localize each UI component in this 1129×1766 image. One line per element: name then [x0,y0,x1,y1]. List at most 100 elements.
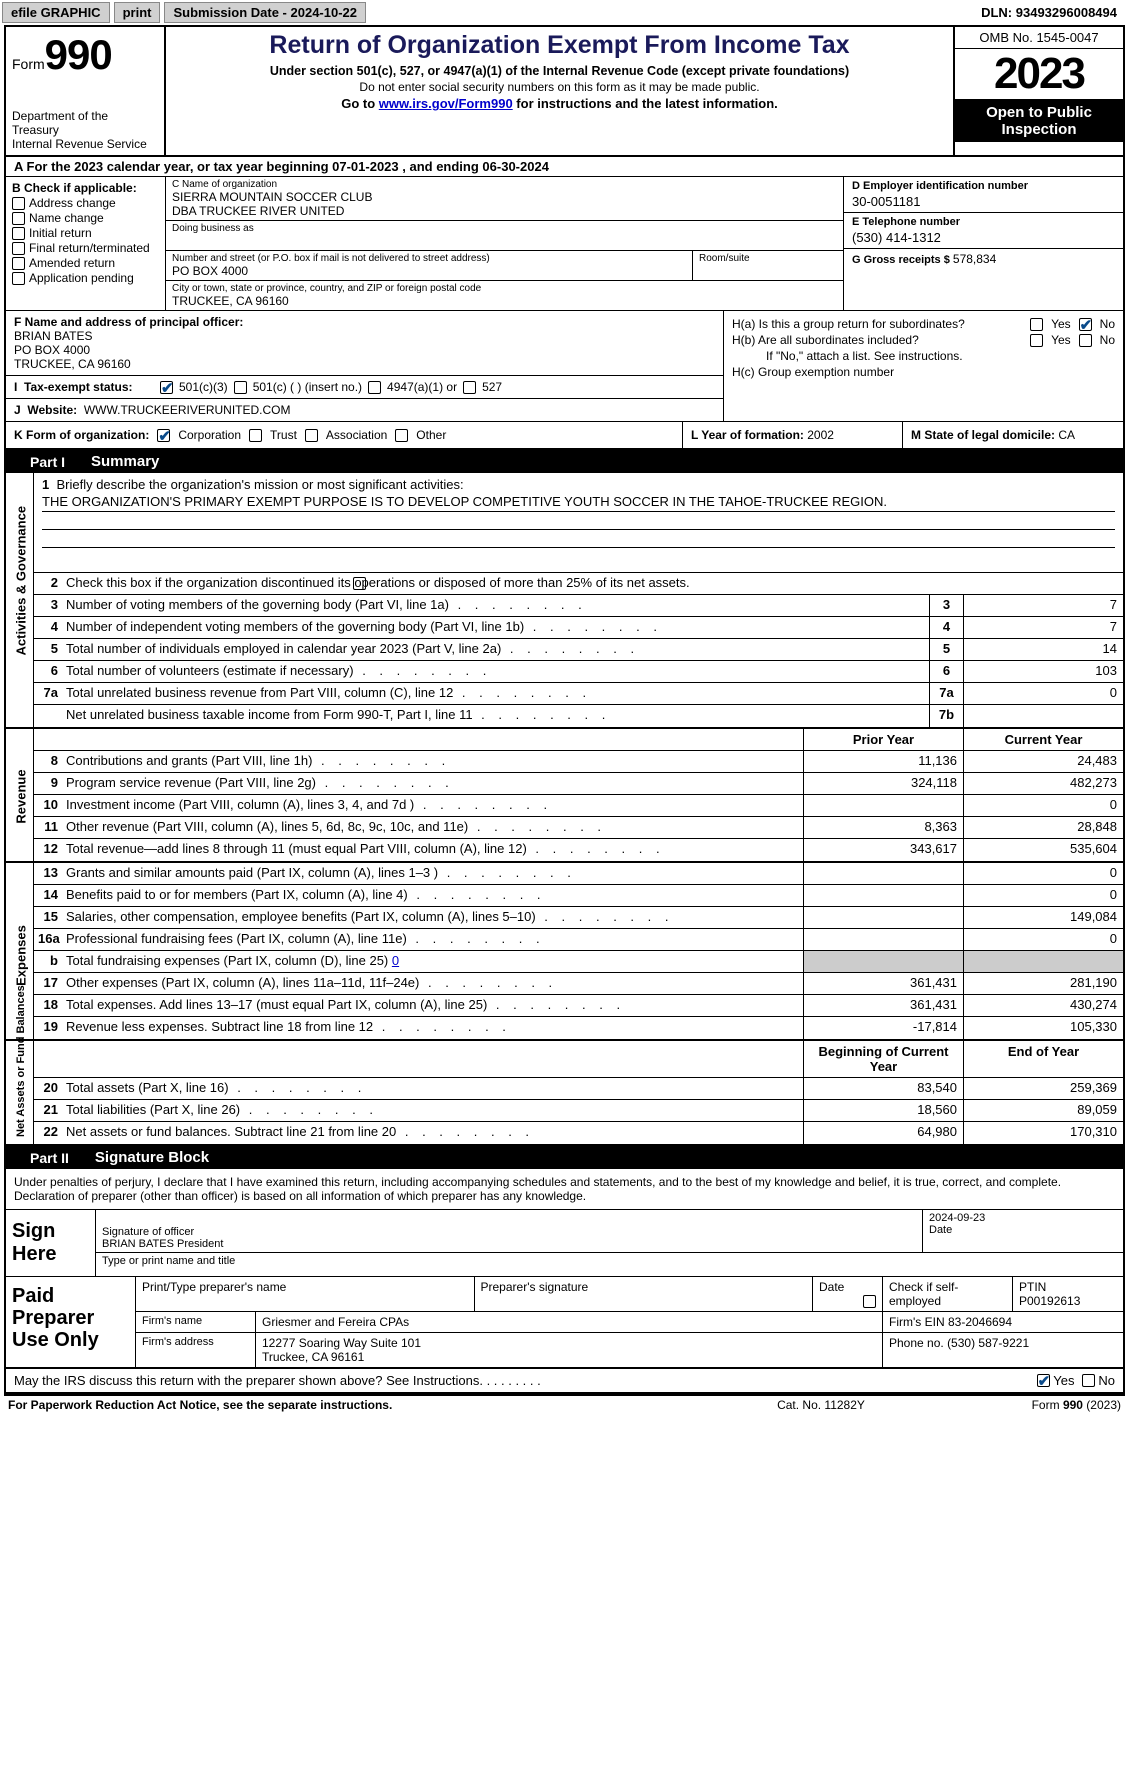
website-label: Website: [27,403,77,417]
selfemp-checkbox[interactable] [863,1295,876,1308]
vtab-rev-label: Revenue [14,732,29,862]
efile-button[interactable]: efile GRAPHIC [2,2,110,23]
form-990: 990 [45,31,112,78]
line-desc: Program service revenue (Part VIII, line… [62,773,803,794]
footer-form-suf: (2023) [1083,1398,1121,1412]
amt-prior: 324,118 [803,773,963,794]
line-desc: Number of independent voting members of … [62,617,929,638]
chk-amended-return[interactable]: Amended return [12,256,159,270]
section-revenue: Revenue Prior Year Current Year 8 Contri… [6,729,1123,863]
preparer-right: Print/Type preparer's name Preparer's si… [136,1277,1123,1367]
sig-date-label: Date [929,1224,1117,1236]
line-num: 4 [34,617,62,638]
website-value: WWW.TRUCKEERIVERUNITED.COM [84,403,291,417]
chk-501c3[interactable] [160,381,173,394]
discuss-no-chk[interactable] [1082,1374,1095,1387]
line-box: 7b [929,705,963,727]
col-b-checkboxes: B Check if applicable: Address change Na… [6,177,166,310]
h-a-label: H(a) Is this a group return for subordin… [732,317,1030,331]
line-amt: 103 [963,661,1123,682]
line-num: 21 [34,1100,62,1121]
print-button[interactable]: print [114,2,161,23]
line-num: 14 [34,885,62,906]
sig-row-1: Signature of officer BRIAN BATES Preside… [96,1210,1123,1253]
firm-ein-label: Firm's EIN [889,1315,945,1329]
line-amt: 0 [963,683,1123,704]
hdr-spacer [34,1041,803,1077]
h-b-no[interactable] [1079,334,1092,347]
officer-label: F Name and address of principal officer: [14,315,715,329]
discuss-yes-chk[interactable] [1037,1374,1050,1387]
link-prefix: Go to [341,96,379,111]
checkbox-icon [12,227,25,240]
summary-line: 18 Total expenses. Add lines 13–17 (must… [34,995,1123,1017]
chk-501c[interactable] [234,381,247,394]
summary-line: 22 Net assets or fund balances. Subtract… [34,1122,1123,1144]
firm-addr1: 12277 Soaring Way Suite 101 [262,1336,876,1350]
h-c-label: H(c) Group exemption number [732,365,1115,379]
dln: DLN: 93493296008494 [981,5,1127,20]
chk-assoc[interactable] [305,429,318,442]
discuss-row: May the IRS discuss this return with the… [6,1369,1123,1394]
chk-other[interactable] [395,429,408,442]
gross-cell: G Gross receipts $ 578,834 [844,249,1123,310]
ein-value: 30-0051181 [852,194,1115,209]
klm-row: K Form of organization: Corporation Trus… [6,422,1123,450]
prep-sig-label: Preparer's signature [475,1277,814,1311]
sig-intro: Under penalties of perjury, I declare th… [6,1169,1123,1210]
chk-address-change[interactable]: Address change [12,196,159,210]
h-a-no[interactable] [1079,318,1092,331]
ptin-value: P00192613 [1019,1294,1117,1308]
page-footer: For Paperwork Reduction Act Notice, see … [0,1396,1129,1414]
chk-label: Name change [29,211,104,225]
form-number: Form990 [12,31,158,79]
h-b-yes[interactable] [1030,334,1043,347]
summary-line: 3 Number of voting members of the govern… [34,595,1123,617]
org-name-cell: C Name of organization SIERRA MOUNTAIN S… [166,177,843,221]
irs-link[interactable]: www.irs.gov/Form990 [379,96,513,111]
sig-blank [102,1212,916,1226]
h-b-row: H(b) Are all subordinates included? Yes … [732,333,1115,347]
chk-name-change[interactable]: Name change [12,211,159,225]
chk-final-return[interactable]: Final return/terminated [12,241,159,255]
officer-block: F Name and address of principal officer:… [6,311,723,376]
line-desc: Total unrelated business revenue from Pa… [62,683,929,704]
no-label: No [1100,317,1115,331]
chk-4947[interactable] [368,381,381,394]
chk-527[interactable] [463,381,476,394]
chk-application-pending[interactable]: Application pending [12,271,159,285]
city-label: City or town, state or province, country… [172,283,837,294]
sig-name-label: Type or print name and title [96,1253,1123,1269]
chk-trust[interactable] [249,429,262,442]
section-governance: Activities & Governance 1 Briefly descri… [6,473,1123,729]
net-headers: Beginning of Current Year End of Year [34,1041,1123,1078]
sig-row-2: Type or print name and title [96,1253,1123,1269]
k-col: K Form of organization: Corporation Trus… [6,422,683,448]
chk-initial-return[interactable]: Initial return [12,226,159,240]
mission-block: 1 Briefly describe the organization's mi… [34,473,1123,573]
line-amt [963,705,1123,727]
opt-other: Other [416,428,446,442]
tax-exempt-text: Tax-exempt status: [24,380,132,394]
mission-blank [42,512,1115,530]
chk-corp[interactable] [157,429,170,442]
line-2-checkbox[interactable] [353,577,366,590]
h-a-yes[interactable] [1030,318,1043,331]
chk-label: Address change [29,196,116,210]
dba-cell: Doing business as [166,221,843,251]
amt-current: 430,274 [963,995,1123,1016]
yes-label: Yes [1051,317,1071,331]
addr-value: PO BOX 4000 [172,264,686,278]
line-2-desc: Check this box if the organization disco… [62,573,1123,594]
mission-blank [42,548,1115,566]
dots: . . . . . . . . [483,1373,541,1388]
line-num: b [34,951,62,972]
col-c: C Name of organization SIERRA MOUNTAIN S… [166,177,843,310]
prep-row-2: Firm's name Griesmer and Fereira CPAs Fi… [136,1312,1123,1333]
part1-num: Part I [6,451,81,473]
vtab-netassets: Net Assets or Fund Balances [6,1041,34,1144]
checkbox-icon [12,272,25,285]
summary-line: 9 Program service revenue (Part VIII, li… [34,773,1123,795]
fundraising-link[interactable]: 0 [392,953,399,968]
line-box: 4 [929,617,963,638]
